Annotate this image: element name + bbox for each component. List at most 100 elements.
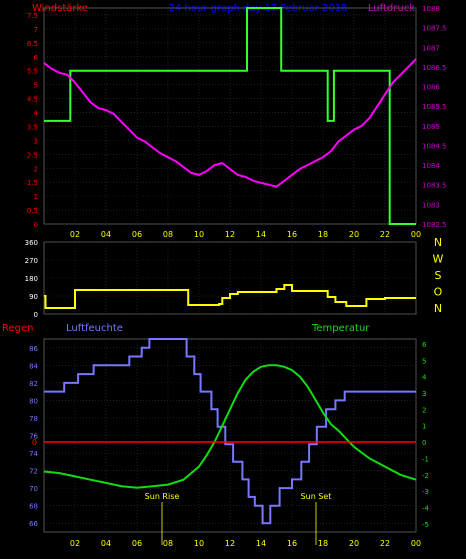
x-tick-label: 02 [70,230,80,239]
left-tick-label: 74 [29,450,38,458]
compass-label: W [433,253,444,266]
left-tick-label: 3 [34,137,38,145]
left-tick-label: 180 [25,275,38,283]
right-tick-label: -5 [422,521,429,529]
right-tick-label: 1083 [422,201,440,209]
right-tick-label: 3 [422,390,426,398]
x-tick-label: 18 [318,230,328,239]
left-tick-label: 2.5 [27,151,38,159]
right-tick-label: 1087 [422,44,440,52]
x-tick-label: 16 [287,539,297,548]
left-tick-label: 68 [29,503,38,511]
rain-zero-label: 0 [32,438,37,447]
right-tick-label: 1085.5 [422,103,447,111]
left-tick-label: 5 [34,82,38,90]
left-tick-label: 2 [34,165,38,173]
left-tick-label: 84 [29,362,38,370]
right-tick-label: -1 [422,455,429,463]
right-tick-label: -2 [422,472,429,480]
x-tick-label: 14 [256,230,266,239]
compass-label: S [435,269,442,282]
x-tick-label: 00 [411,230,421,239]
x-tick-label: 22 [380,539,390,548]
compass-label: N [434,236,442,249]
left-tick-label: 76 [29,433,38,441]
label-luftfeuchte: Luftfeuchte [66,323,123,334]
x-tick-label: 06 [132,230,142,239]
left-tick-label: 0 [34,221,38,229]
left-tick-label: 78 [29,415,38,423]
sunrise-label: Sun Rise [145,492,180,501]
right-tick-label: -4 [422,504,430,512]
series-luftdruck [43,58,417,188]
left-tick-label: 0 [34,311,38,319]
left-tick-label: 4.5 [27,96,38,104]
x-tick-label: 08 [163,539,173,548]
x-tick-label: 14 [256,539,266,548]
wind-pressure-panel: 0 0.5 1 1.5 2 2.5 3 3.5 4 4.5 5 5.5 6 6.5 7 7.5 1082.5 1… [27,5,447,229]
right-tick-label: 0 [422,439,426,447]
right-tick-label: 1084 [422,162,440,170]
series-windrichtung [44,284,416,309]
right-tick-label: 1082.5 [422,221,447,229]
x-tick-label: 10 [194,539,204,548]
right-tick-label: 2 [422,406,426,414]
right-tick-label: 5 [422,357,426,365]
x-tick-label: 20 [349,230,359,239]
x-tick-label: 12 [225,539,235,548]
left-tick-label: 70 [29,485,38,493]
left-tick-label: 7.5 [27,12,38,20]
left-tick-label: 86 [29,345,38,353]
right-tick-label: 1 [422,423,426,431]
left-tick-label: 80 [29,397,38,405]
label-temperatur: Temperatur [311,323,370,334]
x-tick-label: 12 [225,230,235,239]
left-tick-label: 1.5 [27,179,38,187]
left-tick-label: 3.5 [27,123,38,131]
series-temperatur [43,364,417,489]
compass-label: O [434,286,443,299]
right-tick-label: 6 [422,341,427,349]
compass-label: N [434,302,442,315]
left-tick-label: 360 [25,239,38,247]
left-tick-label: 7 [34,26,38,34]
x-tick-label: 16 [287,230,297,239]
left-tick-label: 6 [34,54,39,62]
left-tick-label: 6.5 [27,40,38,48]
right-tick-label: 1086 [422,84,440,92]
left-tick-label: 1 [34,193,38,201]
left-tick-label: 0.5 [27,207,38,215]
left-tick-label: 5.5 [27,68,38,76]
right-tick-label: -3 [422,488,429,496]
right-tick-label: 1083.5 [422,182,447,190]
right-tick-label: 1084.5 [422,142,447,150]
sunset-label: Sun Set [301,492,332,501]
left-tick-label: 270 [25,257,38,265]
x-tick-label: 10 [194,230,204,239]
x-tick-label: 02 [70,539,80,548]
x-tick-label: 22 [380,230,390,239]
x-tick-label: 06 [132,539,142,548]
x-tick-label: 08 [163,230,173,239]
x-tick-label: 20 [349,539,359,548]
x-tick-label: 04 [101,539,111,548]
left-tick-label: 82 [29,380,38,388]
series-luftfeuchte [44,338,416,525]
left-tick-label: 72 [29,468,38,476]
left-tick-label: 4 [34,110,39,118]
label-regen: Regen [2,323,34,334]
x-tick-label: 18 [318,539,328,548]
x-tick-label: 00 [411,539,421,548]
x-tick-label: 04 [101,230,111,239]
left-tick-label: 66 [29,520,38,528]
right-tick-label: 1087.5 [422,25,447,33]
right-tick-label: 4 [422,374,427,382]
series-windstärke [44,7,416,225]
right-tick-label: 1086.5 [422,64,447,72]
right-tick-label: 1085 [422,123,440,131]
right-tick-label: 1088 [422,5,440,13]
left-tick-label: 90 [29,293,38,301]
